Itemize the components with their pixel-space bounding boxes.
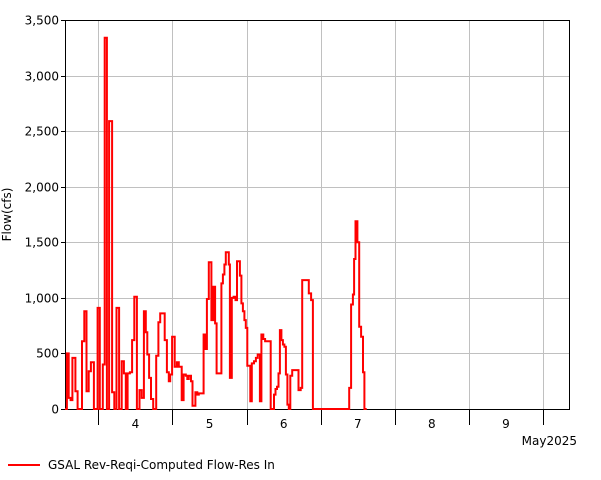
gridlines (65, 20, 569, 410)
plot-border (65, 20, 570, 410)
y-tick-label: 3,500 (25, 14, 59, 28)
legend-swatch (8, 464, 40, 466)
series-layer (65, 36, 367, 410)
legend: GSAL Rev-Reqi-Computed Flow-Res In (8, 456, 275, 474)
tick-labels: 0 500 1,000 1,500 2,000 2,500 3,000 3,500 4 5 6 7 8 9… (0, 14, 577, 449)
y-tick-label: 2,500 (25, 125, 59, 139)
x-tick-label: 4 (132, 417, 140, 431)
y-tick-label: 1,500 (25, 236, 59, 250)
x-tick-label: 7 (354, 417, 362, 431)
y-tick-label: 1,000 (25, 292, 59, 306)
series-line (65, 36, 367, 410)
legend-label: GSAL Rev-Reqi-Computed Flow-Res In (48, 458, 275, 472)
x-tick-label: 9 (502, 417, 510, 431)
y-tick-label: 500 (36, 347, 59, 361)
x-period-label: May2025 (522, 434, 577, 448)
x-tick-label: 5 (206, 417, 214, 431)
y-axis-title: Flow(cfs) (0, 188, 14, 242)
y-tick-label: 0 (51, 403, 59, 417)
x-tick-label: 8 (428, 417, 436, 431)
y-tick-label: 2,000 (25, 181, 59, 195)
y-tick-label: 3,000 (25, 70, 59, 84)
x-tick-label: 6 (280, 417, 288, 431)
